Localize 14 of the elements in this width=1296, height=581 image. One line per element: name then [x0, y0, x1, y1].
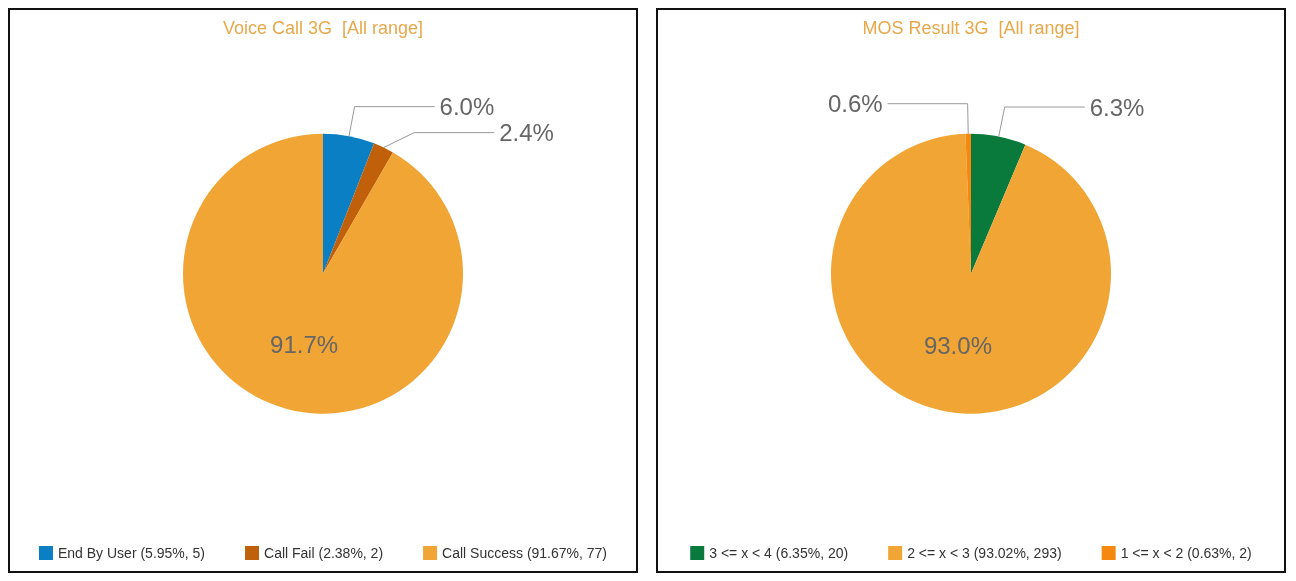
legend-label: 1 <= x < 2 (0.63%, 2)	[1120, 545, 1252, 561]
legend-label: Call Success (91.67%, 77)	[442, 545, 608, 561]
data-label: 6.0%	[439, 93, 495, 121]
data-label: 91.7%	[270, 330, 339, 358]
chart-title: Voice Call 3G [All range]	[222, 18, 424, 38]
data-label: 6.3%	[1089, 93, 1145, 121]
legend-label: Call Fail (2.38%, 2)	[264, 545, 384, 561]
legend-label: 2 <= x < 3 (93.02%, 293)	[907, 545, 1062, 561]
data-label: 93.0%	[923, 331, 992, 359]
data-label: 0.6%	[827, 90, 883, 118]
chart-title: MOS Result 3G [All range]	[862, 18, 1080, 38]
data-label: 2.4%	[499, 119, 554, 147]
legend-label: 3 <= x < 4 (6.35%, 20)	[709, 545, 849, 561]
legend-label: End By User (5.95%, 5)	[57, 545, 206, 561]
